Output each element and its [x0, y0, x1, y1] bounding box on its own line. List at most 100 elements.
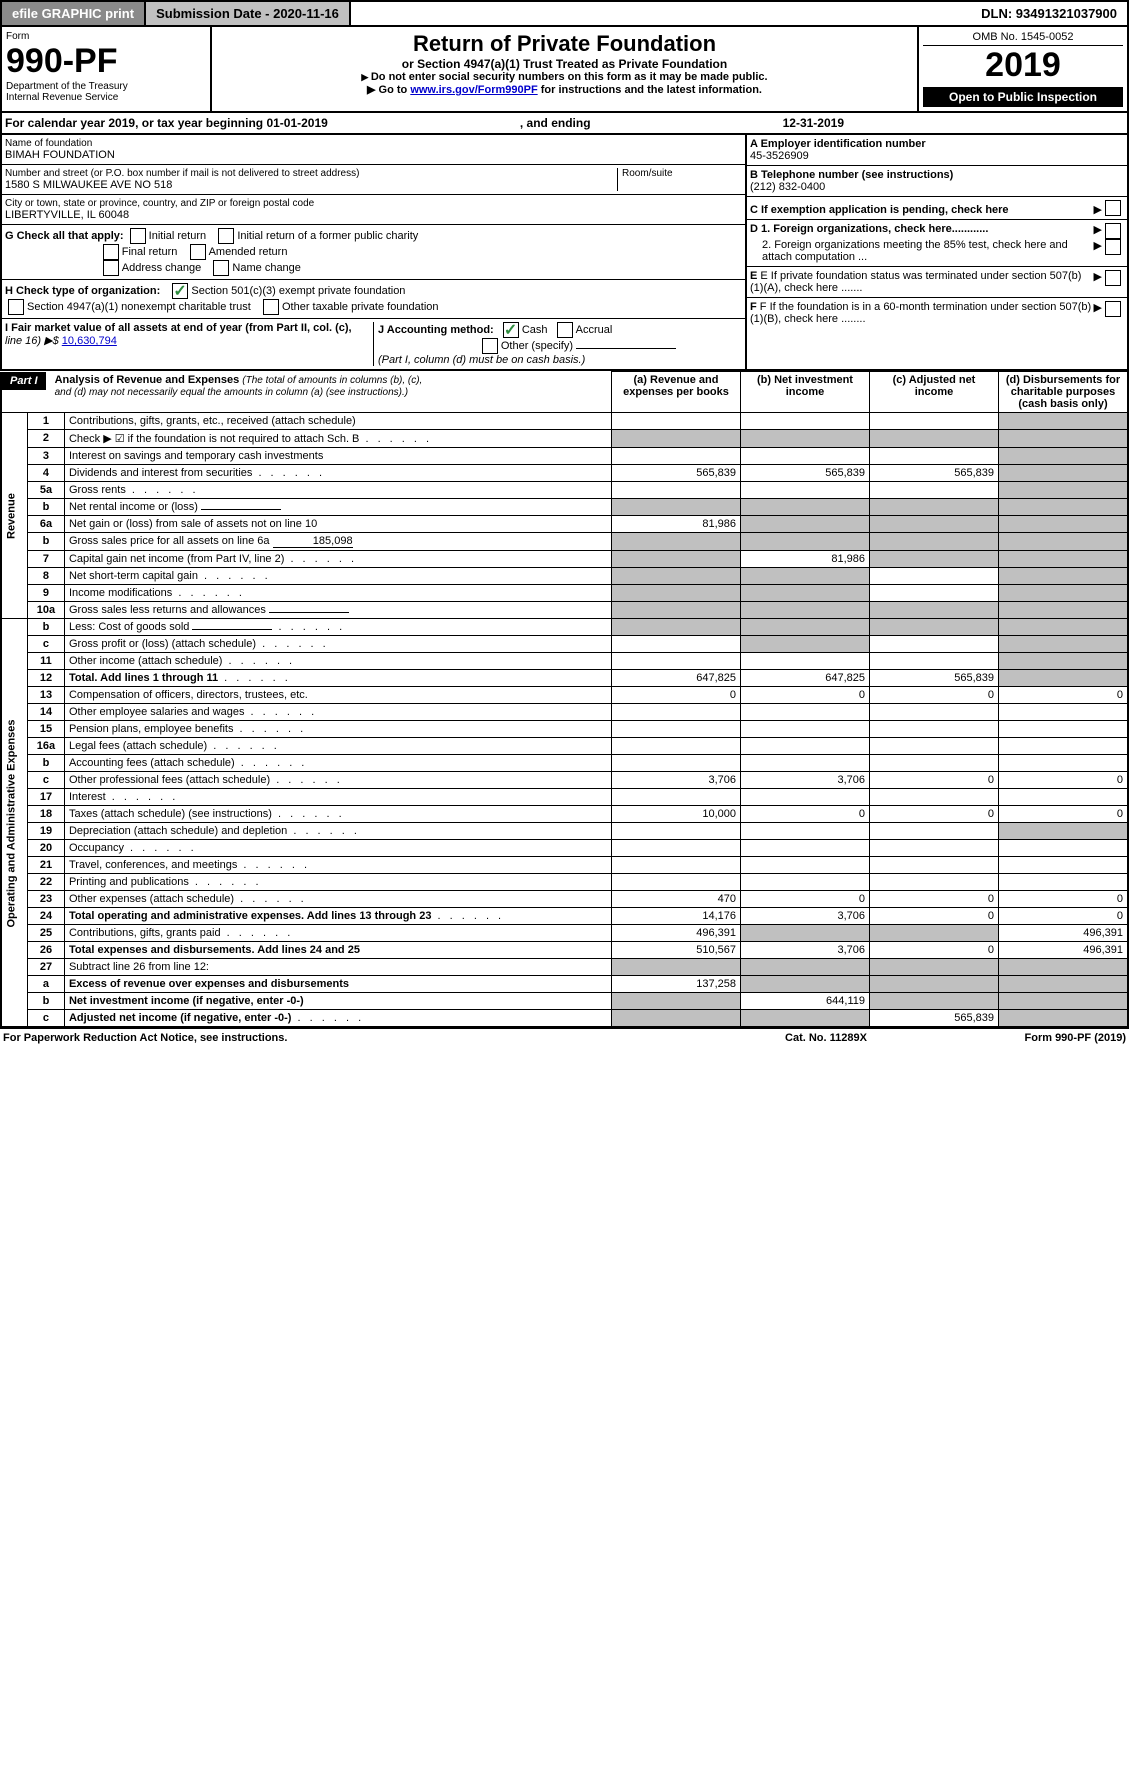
cell-d [999, 704, 1129, 721]
efile-print-button[interactable]: efile GRAPHIC print [2, 2, 146, 25]
cell-a [612, 551, 741, 568]
j-other: Other (specify) [501, 340, 573, 352]
line-description: Less: Cost of goods sold . . . . . . [64, 619, 611, 636]
cell-a [612, 413, 741, 430]
c-checkbox[interactable] [1105, 200, 1121, 216]
cell-d [999, 602, 1129, 619]
cell-a [612, 602, 741, 619]
cell-b [741, 1010, 870, 1028]
cell-d [999, 516, 1129, 533]
other-specify-input[interactable] [576, 348, 676, 349]
line-description: Net investment income (if negative, ente… [64, 993, 611, 1010]
omb-number: OMB No. 1545-0052 [923, 31, 1123, 46]
cell-d: 0 [999, 806, 1129, 823]
other-taxable-checkbox[interactable] [263, 299, 279, 315]
line-description: Legal fees (attach schedule) . . . . . . [64, 738, 611, 755]
s4947-checkbox[interactable] [8, 299, 24, 315]
cell-c [870, 516, 999, 533]
d1-checkbox[interactable] [1105, 223, 1121, 239]
cell-b [741, 568, 870, 585]
expenses-label: Operating and Administrative Expenses [1, 619, 27, 1028]
accrual-checkbox[interactable] [557, 322, 573, 338]
cell-c [870, 602, 999, 619]
cell-c: 0 [870, 687, 999, 704]
cell-b [741, 704, 870, 721]
cell-c [870, 533, 999, 551]
cell-c [870, 653, 999, 670]
address-change-checkbox[interactable] [103, 260, 119, 276]
table-row: 3Interest on savings and temporary cash … [1, 448, 1128, 465]
s501-checkbox[interactable] [172, 283, 188, 299]
name-change-checkbox[interactable] [213, 260, 229, 276]
table-row: 6aNet gain or (loss) from sale of assets… [1, 516, 1128, 533]
line-number: 21 [27, 857, 64, 874]
cell-d: 0 [999, 772, 1129, 789]
addr-cell: Number and street (or P.O. box number if… [2, 165, 745, 195]
cell-c [870, 823, 999, 840]
cell-b [741, 789, 870, 806]
footer: For Paperwork Reduction Act Notice, see … [0, 1028, 1129, 1047]
cell-c: 565,839 [870, 1010, 999, 1028]
cell-a [612, 789, 741, 806]
h-501: Section 501(c)(3) exempt private foundat… [191, 285, 405, 297]
line-number: 5a [27, 482, 64, 499]
d2-checkbox[interactable] [1105, 239, 1121, 255]
form-subtitle: or Section 4947(a)(1) Trust Treated as P… [216, 57, 913, 71]
line-number: 14 [27, 704, 64, 721]
e-checkbox[interactable] [1105, 270, 1121, 286]
table-row: 25Contributions, gifts, grants paid . . … [1, 925, 1128, 942]
tax-year: 2019 [923, 46, 1123, 85]
line-description: Interest . . . . . . [64, 789, 611, 806]
cell-a [612, 568, 741, 585]
cell-d [999, 857, 1129, 874]
cell-b [741, 959, 870, 976]
other-method-checkbox[interactable] [482, 338, 498, 354]
line-description: Gross sales less returns and allowances [64, 602, 611, 619]
initial-return-checkbox[interactable] [130, 228, 146, 244]
f-checkbox[interactable] [1105, 301, 1121, 317]
cell-d [999, 482, 1129, 499]
cell-a [612, 874, 741, 891]
line-description: Dividends and interest from securities .… [64, 465, 611, 482]
line-number: c [27, 636, 64, 653]
line-description: Gross profit or (loss) (attach schedule)… [64, 636, 611, 653]
f-cell: F F If the foundation is in a 60-month t… [747, 298, 1127, 328]
g-addr-change: Address change [122, 262, 202, 274]
line-description: Total. Add lines 1 through 11 . . . . . … [64, 670, 611, 687]
cell-b [741, 413, 870, 430]
cell-b [741, 533, 870, 551]
cash-checkbox[interactable] [503, 322, 519, 338]
cell-d [999, 430, 1129, 448]
line-description: Pension plans, employee benefits . . . .… [64, 721, 611, 738]
dept: Department of the Treasury [6, 81, 206, 92]
initial-former-checkbox[interactable] [218, 228, 234, 244]
cell-b [741, 755, 870, 772]
cell-d [999, 653, 1129, 670]
paperwork-notice: For Paperwork Reduction Act Notice, see … [3, 1032, 726, 1044]
table-row: 16aLegal fees (attach schedule) . . . . … [1, 738, 1128, 755]
irs-link[interactable]: www.irs.gov/Form990PF [410, 84, 537, 96]
amended-return-checkbox[interactable] [190, 244, 206, 260]
instr-2-tail: for instructions and the latest informat… [538, 84, 762, 96]
fmv-value[interactable]: 10,630,794 [62, 335, 117, 347]
line-description: Travel, conferences, and meetings . . . … [64, 857, 611, 874]
line-description: Total operating and administrative expen… [64, 908, 611, 925]
cell-d [999, 993, 1129, 1010]
table-row: 10aGross sales less returns and allowanc… [1, 602, 1128, 619]
ein: 45-3526909 [750, 150, 809, 162]
cell-b: 644,119 [741, 993, 870, 1010]
info-right: A Employer identification number 45-3526… [745, 135, 1127, 369]
line-number: 22 [27, 874, 64, 891]
i-line16: line 16) ▶$ [5, 335, 62, 347]
cell-b [741, 448, 870, 465]
city-cell: City or town, state or province, country… [2, 195, 745, 225]
table-row: 21Travel, conferences, and meetings . . … [1, 857, 1128, 874]
cell-d [999, 959, 1129, 976]
line-description: Income modifications . . . . . . [64, 585, 611, 602]
a-cell: A Employer identification number 45-3526… [747, 135, 1127, 166]
table-row: bNet rental income or (loss) [1, 499, 1128, 516]
cell-c [870, 840, 999, 857]
address: 1580 S MILWAUKEE AVE NO 518 [5, 179, 617, 191]
g-final: Final return [122, 246, 178, 258]
final-return-checkbox[interactable] [103, 244, 119, 260]
